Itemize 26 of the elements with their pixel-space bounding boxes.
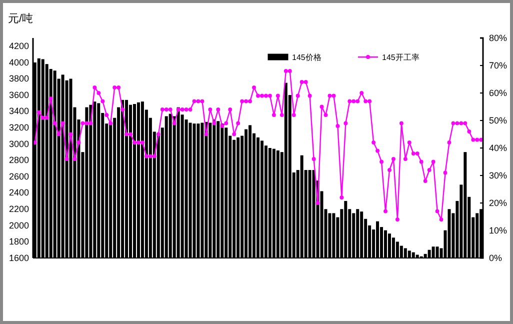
y-tick-label: 3000 — [8, 138, 29, 149]
legend-label: 145开工率 — [382, 53, 420, 62]
y2-tick-label: 80% — [489, 32, 508, 43]
y2-tick-label: 60% — [489, 88, 508, 98]
y-tick-label: 3200 — [8, 122, 29, 133]
y-tick-label: 3400 — [8, 106, 29, 116]
y-tick-label: 1800 — [8, 236, 29, 247]
y-tick-label: 3600 — [8, 90, 29, 100]
y-tick-label: 2600 — [8, 171, 29, 182]
y-axis-title: 元/吨 — [8, 12, 34, 25]
y2-tick-label: 50% — [489, 115, 508, 126]
y2-tick-label: 0% — [489, 252, 502, 263]
y2-tick-label: 40% — [489, 142, 508, 153]
y-tick-label: 4000 — [8, 57, 29, 68]
y-tick-label: 3800 — [8, 74, 29, 84]
y2-tick-label: 10% — [489, 225, 508, 236]
y-tick-label: 2400 — [8, 188, 29, 198]
y2-tick-label: 30% — [489, 170, 508, 180]
y-tick-label: 4200 — [8, 41, 29, 52]
y-tick-label: 2000 — [8, 220, 29, 230]
y-tick-label: 1600 — [8, 252, 29, 263]
y2-tick-label: 20% — [489, 198, 508, 208]
legend-label: 145价格 — [292, 53, 322, 62]
y-tick-label: 2200 — [8, 204, 29, 214]
y2-tick-label: 70% — [489, 60, 508, 70]
y-tick-label: 2800 — [8, 155, 29, 166]
